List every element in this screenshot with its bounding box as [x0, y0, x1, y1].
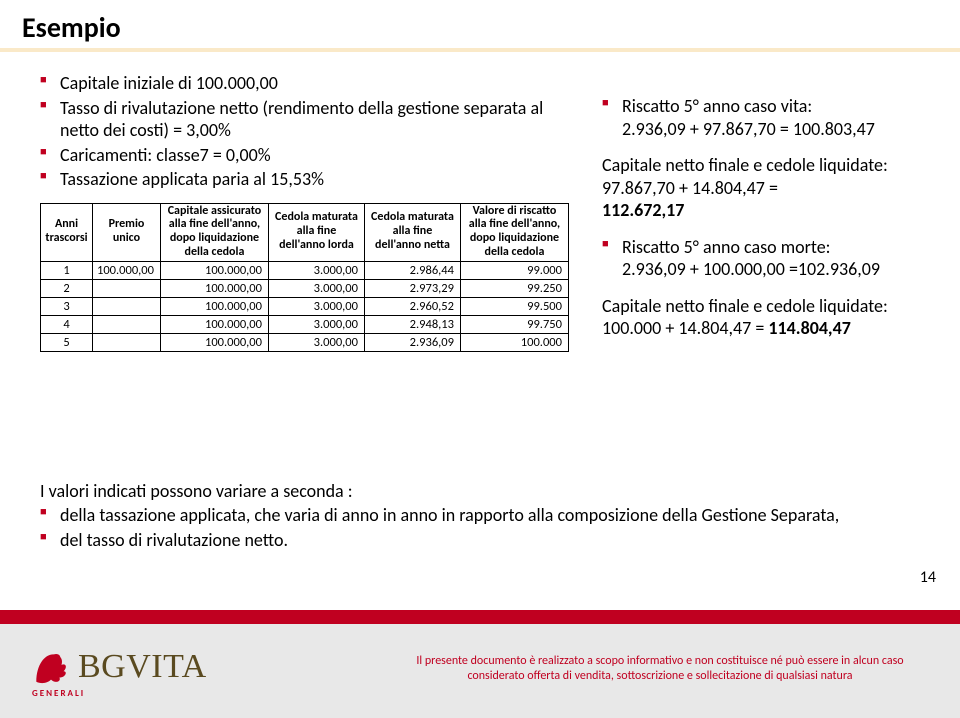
title-underline [0, 48, 960, 52]
data-table: Anni trascorsi Premio unico Capitale ass… [40, 203, 569, 352]
cell: 3.000,00 [268, 315, 364, 333]
th-anni: Anni trascorsi [41, 203, 93, 261]
table-row: 3 100.000,00 3.000,00 2.960,52 99.500 [41, 297, 569, 315]
bullet-item: Capitale iniziale di 100.000,00 [40, 72, 570, 95]
cell: 100.000,00 [160, 279, 268, 297]
table-row: 2 100.000,00 3.000,00 2.973,29 99.250 [41, 279, 569, 297]
footer-stripe [0, 610, 960, 624]
right-column: Riscatto 5° anno caso vita: 2.936,09 + 9… [602, 95, 932, 340]
cell: 2.986,44 [364, 261, 460, 279]
cell [93, 333, 161, 351]
cell: 2.960,52 [364, 297, 460, 315]
cell: 3.000,00 [268, 261, 364, 279]
riscatto-morte-label: Riscatto 5° anno caso morte: [622, 236, 831, 258]
footer-body: BGVITA GENERALI Il presente documento è … [0, 624, 960, 718]
cell: 3 [41, 297, 93, 315]
cell: 99.250 [460, 279, 568, 297]
cell: 100.000,00 [93, 261, 161, 279]
data-table-wrap: Anni trascorsi Premio unico Capitale ass… [40, 203, 570, 352]
riscatto-vita-label: Riscatto 5° anno caso vita: [622, 95, 812, 117]
disclaimer: Il presente documento è realizzato a sco… [390, 654, 930, 684]
cell [93, 315, 161, 333]
left-bullets: Capitale iniziale di 100.000,00 Tasso di… [40, 72, 570, 191]
cell: 99.000 [460, 261, 568, 279]
text-line: Capitale netto finale e cedole liquidate… [602, 295, 888, 317]
capitale-block-2: Capitale netto finale e cedole liquidate… [602, 295, 932, 340]
cell [93, 279, 161, 297]
cell: 100.000,00 [160, 333, 268, 351]
cell: 100.000,00 [160, 315, 268, 333]
cell: 3.000,00 [268, 333, 364, 351]
cell: 3.000,00 [268, 297, 364, 315]
footer: BGVITA GENERALI Il presente documento è … [0, 610, 960, 718]
th-premio: Premio unico [93, 203, 161, 261]
bottom-lead: I valori indicati possono variare a seco… [40, 480, 920, 502]
riscatto-morte-calc: 2.936,09 + 100.000,00 =102.936,09 [622, 258, 880, 280]
page-number: 14 [920, 568, 936, 587]
cell: 3.000,00 [268, 279, 364, 297]
table-row: 5 100.000,00 3.000,00 2.936,09 100.000 [41, 333, 569, 351]
brand-text: BGVITA [78, 648, 207, 686]
page-title: Esempio [22, 10, 121, 45]
cell: 2.973,29 [364, 279, 460, 297]
right-bullets-2: Riscatto 5° anno caso morte: 2.936,09 + … [602, 236, 932, 281]
riscatto-vita-calc: 2.936,09 + 97.867,70 = 100.803,47 [622, 118, 875, 140]
th-lorda: Cedola maturata alla fine dell'anno lord… [268, 203, 364, 261]
text-line: 100.000 + 14.804,47 = [602, 317, 768, 339]
cell: 99.500 [460, 297, 568, 315]
cell: 2.936,09 [364, 333, 460, 351]
logo: BGVITA [30, 646, 207, 688]
bottom-block: I valori indicati possono variare a seco… [40, 480, 920, 553]
bullet-item: Riscatto 5° anno caso vita: 2.936,09 + 9… [602, 95, 932, 140]
cell: 100.000,00 [160, 297, 268, 315]
cell: 2 [41, 279, 93, 297]
result-bold: 114.804,47 [768, 317, 850, 339]
cell: 100.000 [460, 333, 568, 351]
table-header-row: Anni trascorsi Premio unico Capitale ass… [41, 203, 569, 261]
th-capitale: Capitale assicurato alla fine dell'anno,… [160, 203, 268, 261]
bullet-item: Riscatto 5° anno caso morte: 2.936,09 + … [602, 236, 932, 281]
result-bold: 112.672,17 [602, 199, 684, 221]
right-bullets-1: Riscatto 5° anno caso vita: 2.936,09 + 9… [602, 95, 932, 140]
cell [93, 297, 161, 315]
bottom-bullets: della tassazione applicata, che varia di… [40, 504, 920, 551]
table-row: 4 100.000,00 3.000,00 2.948,13 99.750 [41, 315, 569, 333]
cell: 99.750 [460, 315, 568, 333]
th-valore: Valore di riscatto alla fine dell'anno, … [460, 203, 568, 261]
brand-sub: GENERALI [32, 688, 85, 699]
capitale-block-1: Capitale netto finale e cedole liquidate… [602, 154, 932, 222]
th-netta: Cedola maturata alla fine dell'anno nett… [364, 203, 460, 261]
bullet-item: Tasso di rivalutazione netto (rendimento… [40, 97, 570, 142]
table-row: 1 100.000,00 100.000,00 3.000,00 2.986,4… [41, 261, 569, 279]
cell: 4 [41, 315, 93, 333]
bullet-item: Tassazione applicata paria al 15,53% [40, 168, 570, 191]
cell: 2.948,13 [364, 315, 460, 333]
lion-icon [30, 646, 72, 688]
text-line: 97.867,70 + 14.804,47 = [602, 177, 778, 199]
cell: 5 [41, 333, 93, 351]
bullet-item: del tasso di rivalutazione netto. [40, 529, 920, 552]
bullet-item: della tassazione applicata, che varia di… [40, 504, 920, 527]
bullet-item: Caricamenti: classe7 = 0,00% [40, 144, 570, 167]
cell: 100.000,00 [160, 261, 268, 279]
text-line: Capitale netto finale e cedole liquidate… [602, 154, 888, 176]
left-column: Capitale iniziale di 100.000,00 Tasso di… [40, 72, 570, 352]
cell: 1 [41, 261, 93, 279]
